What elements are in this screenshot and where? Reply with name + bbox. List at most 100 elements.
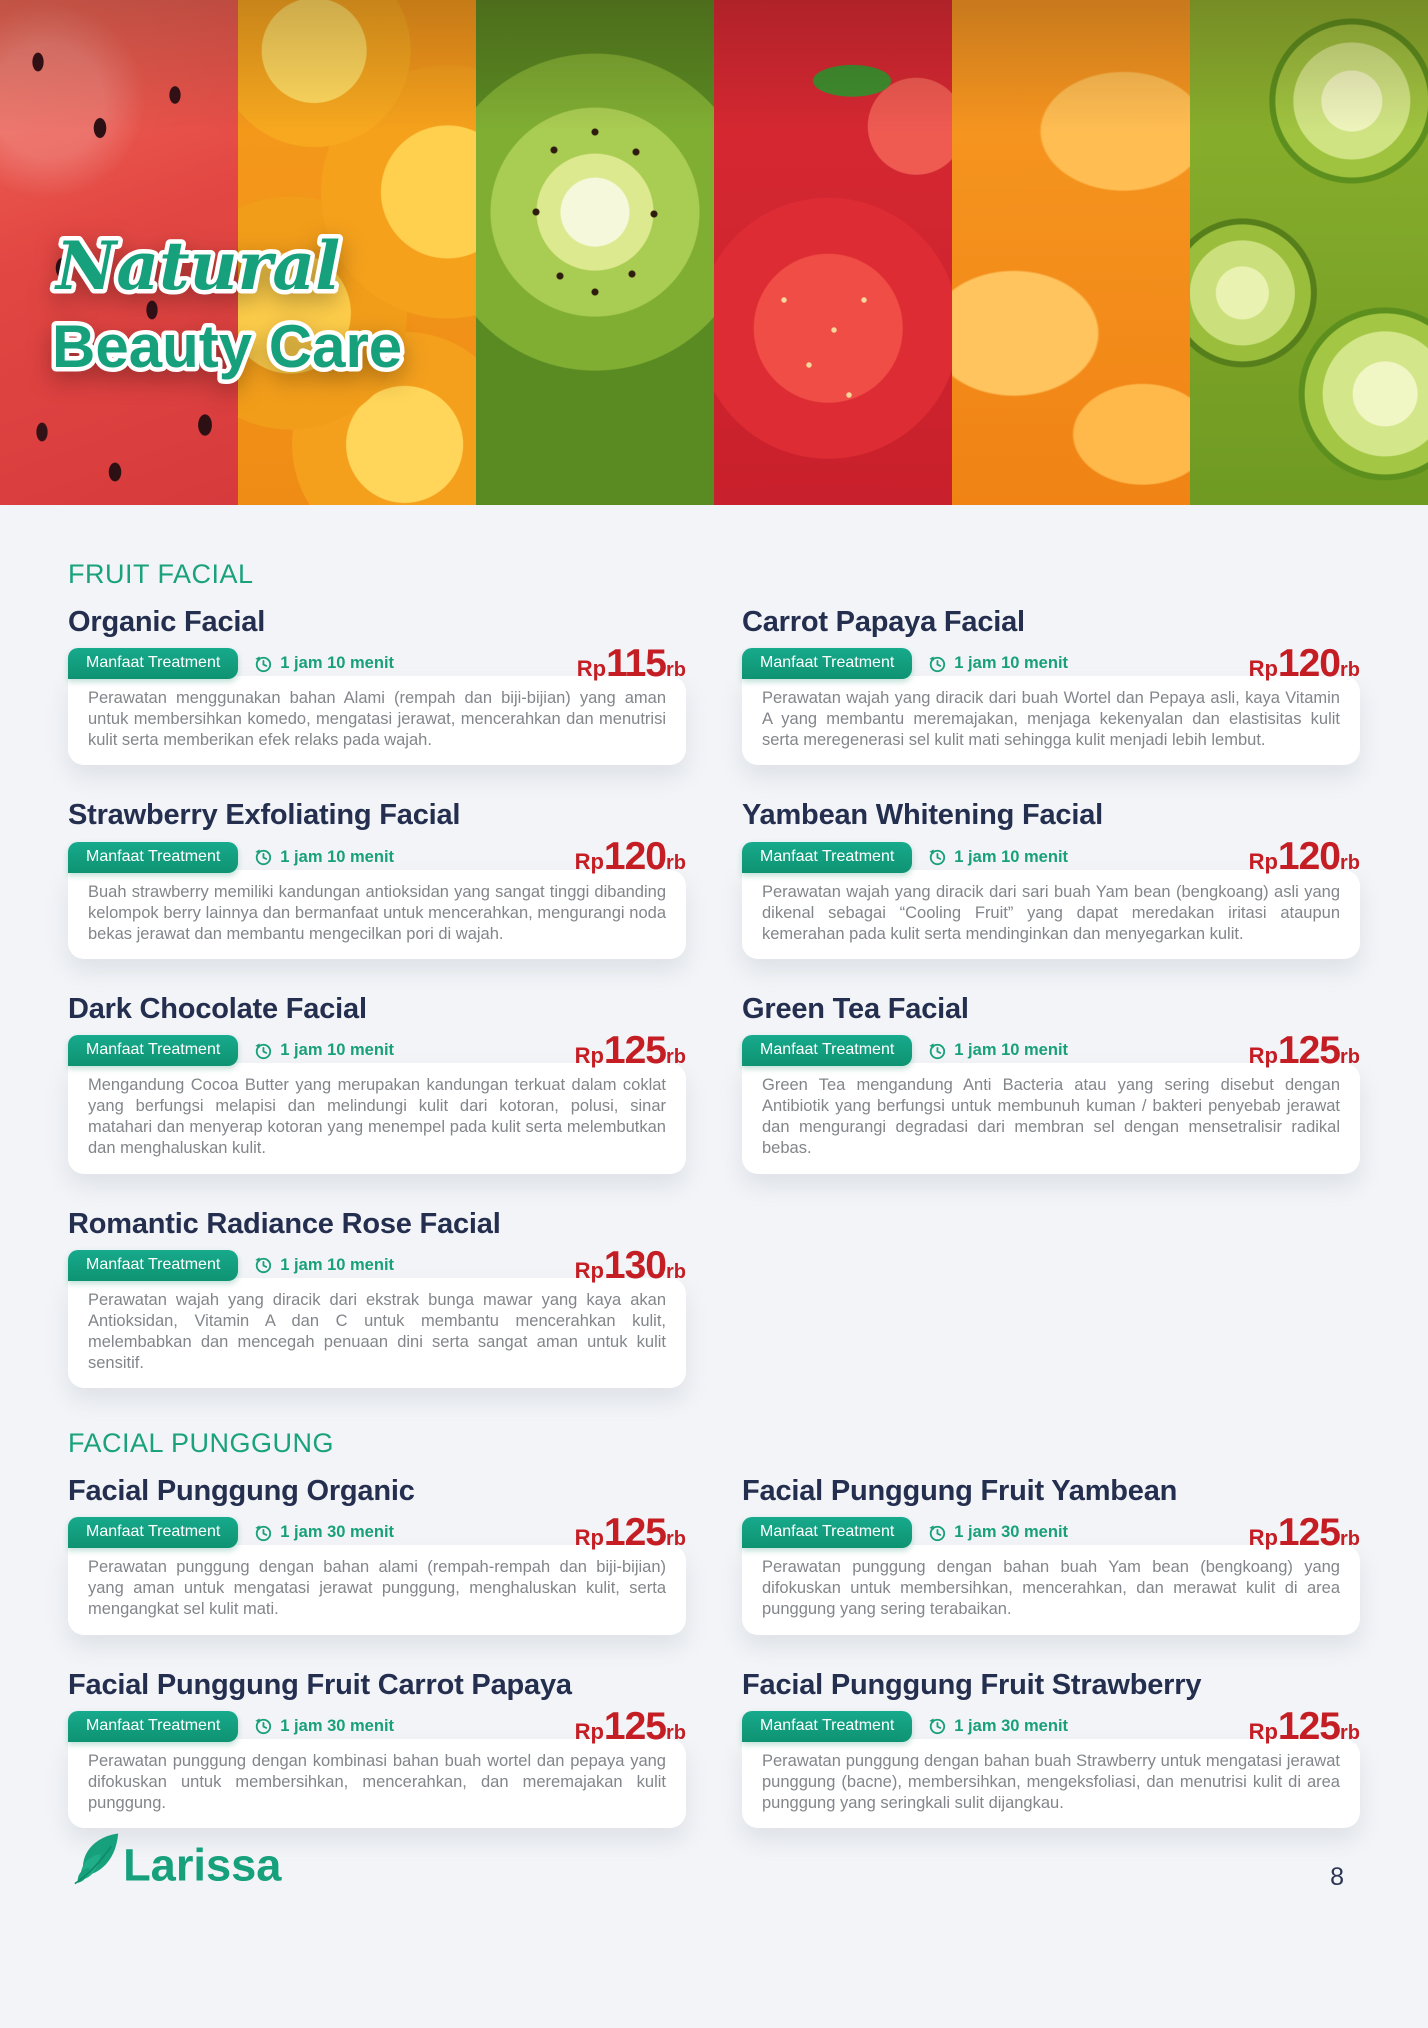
treatment-name: Facial Punggung Organic [68,1475,415,1508]
strawberry-photo-strip [714,0,952,505]
treatment-price: Rp 120 rb [1249,642,1360,685]
treatment-item: Green Tea Facial Manfaat Treatment 1 jam… [742,993,1360,1174]
duration-label: 1 jam 10 menit [280,1041,395,1059]
fruit-banner: Natural Beauty Care [0,0,1428,505]
duration-label: 1 jam 10 menit [954,654,1069,673]
treatment-duration: 1 jam 10 menit [253,654,394,674]
treatment-description: Perawatan punggung dengan kombinasi baha… [68,1738,686,1829]
price-currency: Rp [574,1042,604,1068]
price-unit: rb [666,852,686,875]
treatment-description: Perawatan wajah yang diracik dari sari b… [742,869,1360,959]
treatment-item: Carrot Papaya Facial Manfaat Treatment 1… [742,606,1360,766]
price-currency: Rp [576,656,607,681]
section-title-facial-punggung: FACIAL PUNGGUNG [68,1428,335,1459]
treatment-description: Perawatan punggung dengan bahan buah Str… [742,1738,1360,1829]
price-currency: Rp [574,849,604,875]
treatment-item: Dark Chocolate Facial Manfaat Treatment … [68,993,686,1174]
price-amount: 125 [603,1028,667,1072]
section-title-fruit-facial: FRUIT FACIAL [68,559,254,589]
price-unit: rb [1340,659,1360,681]
price-currency: Rp [1248,1042,1278,1068]
price-list-content: FRUIT FACIAL Organic Facial Manfaat Trea… [0,559,1428,1829]
price-amount: 120 [1277,642,1341,685]
stopwatch-icon [253,1523,273,1543]
larissa-logo: Larissa [74,1833,282,1891]
price-currency: Rp [574,1525,604,1551]
treatment-duration: 1 jam 10 menit [927,1041,1068,1061]
stopwatch-icon [253,1041,273,1061]
treatment-description: Mengandung Cocoa Butter yang merupakan k… [68,1063,686,1174]
watermelon-photo-strip [0,0,238,505]
treatment-name: Yambean Whitening Facial [742,799,1103,832]
treatment-duration: 1 jam 10 menit [927,847,1068,867]
treatment-description: Green Tea mengandung Anti Bacteria atau … [742,1063,1360,1174]
treatment-item: Romantic Radiance Rose Facial Manfaat Tr… [68,1208,686,1389]
treatment-name: Organic Facial [68,606,266,638]
treatment-meta-row: Manfaat Treatment 1 jam 10 menit Rp 125 rb [68,1028,686,1072]
treatment-duration: 1 jam 10 menit [927,654,1068,674]
duration-label: 1 jam 30 menit [280,1523,395,1542]
manfaat-treatment-badge: Manfaat Treatment [68,1249,239,1281]
treatment-description: Buah strawberry memiliki kandungan antio… [68,869,686,959]
duration-label: 1 jam 10 menit [954,1041,1069,1059]
treatment-meta-row: Manfaat Treatment 1 jam 10 menit Rp 130 rb [68,1245,686,1285]
treatment-price: Rp 120 rb [1248,837,1360,876]
treatment-meta-row: Manfaat Treatment 1 jam 10 menit Rp 120 rb [742,837,1360,877]
treatment-item: Yambean Whitening Facial Manfaat Treatme… [742,799,1360,959]
fruit-facial-grid: Organic Facial Manfaat Treatment 1 jam 1… [68,606,1360,1389]
brand-wordmark: Larissa [123,1840,282,1891]
treatment-description: Perawatan wajah yang diracik dari ekstra… [68,1277,686,1389]
treatment-name: Facial Punggung Fruit Carrot Papaya [68,1668,572,1701]
price-unit: rb [666,1528,686,1551]
treatment-price: Rp 125 rb [1248,1513,1360,1552]
price-currency: Rp [1248,849,1278,875]
stopwatch-icon [927,1716,947,1736]
price-unit: rb [666,659,686,681]
treatment-price: Rp 115 rb [576,644,686,683]
stopwatch-icon [927,1041,947,1061]
duration-label: 1 jam 10 menit [954,847,1069,866]
treatment-meta-row: Manfaat Treatment 1 jam 10 menit Rp 125 rb [742,1028,1360,1072]
duration-label: 1 jam 30 menit [954,1523,1069,1542]
price-amount: 125 [1277,1028,1341,1072]
price-amount: 125 [1277,1704,1341,1748]
manfaat-treatment-badge: Manfaat Treatment [742,1710,913,1742]
price-amount: 120 [603,835,667,879]
treatment-item: Strawberry Exfoliating Facial Manfaat Tr… [68,799,686,959]
stopwatch-icon [253,654,273,674]
treatment-meta-row: Manfaat Treatment 1 jam 10 menit Rp 120 rb [68,835,686,879]
banner-title: Natural Beauty Care [48,223,407,385]
duration-label: 1 jam 10 menit [280,654,395,673]
treatment-name: Strawberry Exfoliating Facial [68,799,461,832]
stopwatch-icon [253,847,273,867]
orange-segments-photo-strip [952,0,1190,505]
stopwatch-icon [927,847,947,867]
orange-slices-photo-strip [238,0,476,505]
price-unit: rb [666,1721,686,1744]
price-unit: rb [1340,852,1360,875]
lime-photo-strip [1190,0,1428,505]
page-number: 8 [1330,1863,1344,1891]
treatment-duration: 1 jam 30 menit [927,1523,1068,1543]
treatment-meta-row: Manfaat Treatment 1 jam 30 menit Rp 125 rb [742,1704,1360,1748]
treatment-description: Perawatan wajah yang diracik dari buah W… [742,676,1360,766]
price-unit: rb [1340,1045,1360,1068]
treatment-item: Facial Punggung Fruit Carrot Papaya Manf… [68,1668,686,1829]
stopwatch-icon [253,1255,273,1275]
stopwatch-icon [253,1716,273,1736]
price-currency: Rp [1248,1525,1278,1551]
treatment-meta-row: Manfaat Treatment 1 jam 30 menit Rp 125 rb [68,1706,686,1746]
manfaat-treatment-badge: Manfaat Treatment [68,1517,239,1549]
treatment-duration: 1 jam 10 menit [253,1041,394,1061]
treatment-name: Carrot Papaya Facial [742,606,1025,638]
treatment-duration: 1 jam 30 menit [927,1716,1068,1736]
banner-title-line2: Beauty Care [52,313,402,380]
page-footer: Larissa 8 [68,1820,1344,1894]
price-unit: rb [666,1045,686,1068]
manfaat-treatment-badge: Manfaat Treatment [742,1517,913,1549]
treatment-description: Perawatan punggung dengan bahan alami (r… [68,1545,686,1635]
price-unit: rb [1340,1528,1360,1551]
manfaat-treatment-badge: Manfaat Treatment [68,841,239,873]
duration-label: 1 jam 10 menit [280,847,395,866]
treatment-meta-row: Manfaat Treatment 1 jam 10 menit Rp 120 rb [742,642,1360,685]
